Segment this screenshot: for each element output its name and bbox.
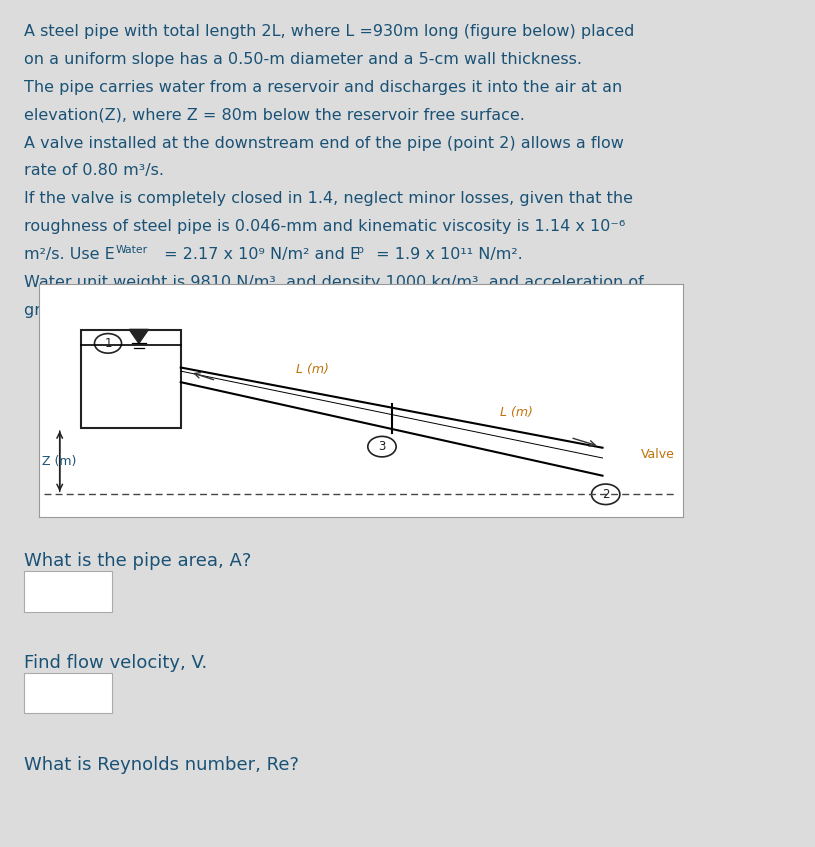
Text: 2: 2 <box>602 488 610 501</box>
Text: = 2.17 x 10⁹ N/m² and E: = 2.17 x 10⁹ N/m² and E <box>159 247 360 263</box>
Text: gravity is 9.81 m/s².: gravity is 9.81 m/s². <box>24 303 186 318</box>
Text: Z (m): Z (m) <box>42 455 77 468</box>
Text: Water unit weight is 9810 N/m³, and density 1000 kg/m³, and acceleration of: Water unit weight is 9810 N/m³, and dens… <box>24 275 644 291</box>
Text: elevation(Z), where Z = 80m below the reservoir free surface.: elevation(Z), where Z = 80m below the re… <box>24 108 526 123</box>
FancyBboxPatch shape <box>24 571 112 612</box>
Text: What is Reynolds number, Re?: What is Reynolds number, Re? <box>24 756 299 773</box>
Text: 3: 3 <box>378 440 385 453</box>
Circle shape <box>592 484 620 505</box>
Text: p: p <box>357 245 364 255</box>
Text: rate of 0.80 m³/s.: rate of 0.80 m³/s. <box>24 163 165 179</box>
Text: What is the pipe area, A?: What is the pipe area, A? <box>24 552 252 570</box>
Text: L (m): L (m) <box>296 363 328 376</box>
Text: = 1.9 x 10¹¹ N/m².: = 1.9 x 10¹¹ N/m². <box>371 247 522 263</box>
Text: A steel pipe with total length 2L, where L =930m long (figure below) placed: A steel pipe with total length 2L, where… <box>24 24 635 39</box>
Circle shape <box>368 436 396 457</box>
Text: 1: 1 <box>104 337 112 350</box>
Text: m²/s. Use E: m²/s. Use E <box>24 247 115 263</box>
Text: If the valve is completely closed in 1.4, neglect minor losses, given that the: If the valve is completely closed in 1.4… <box>24 191 633 207</box>
Text: Find flow velocity, V.: Find flow velocity, V. <box>24 654 208 672</box>
Circle shape <box>95 334 121 353</box>
Bar <box>81 330 181 428</box>
Text: L (m): L (m) <box>500 407 533 419</box>
Polygon shape <box>130 329 148 343</box>
Text: Valve: Valve <box>641 448 675 462</box>
Text: The pipe carries water from a reservoir and discharges it into the air at an: The pipe carries water from a reservoir … <box>24 80 623 95</box>
Text: A valve installed at the downstream end of the pipe (point 2) allows a flow: A valve installed at the downstream end … <box>24 136 624 151</box>
Text: roughness of steel pipe is 0.046-mm and kinematic viscosity is 1.14 x 10⁻⁶: roughness of steel pipe is 0.046-mm and … <box>24 219 626 235</box>
FancyBboxPatch shape <box>24 673 112 713</box>
Text: Water: Water <box>116 245 148 255</box>
Text: on a uniform slope has a 0.50-m diameter and a 5-cm wall thickness.: on a uniform slope has a 0.50-m diameter… <box>24 52 583 67</box>
